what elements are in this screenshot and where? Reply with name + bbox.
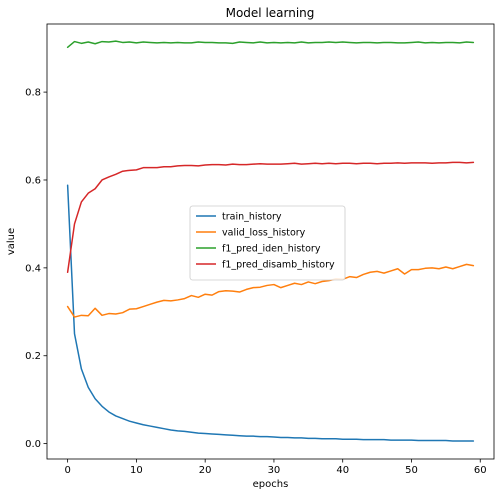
x-tick-label: 10 — [130, 465, 143, 476]
x-axis-label: epochs — [253, 479, 289, 490]
x-tick-label: 20 — [199, 465, 212, 476]
y-axis-label: value — [6, 228, 17, 255]
y-tick-label: 0.6 — [25, 175, 41, 186]
y-axis: 0.0 0.2 0.4 0.6 0.8 — [25, 88, 47, 450]
series-line-f1-pred-disamb-history — [66, 161, 475, 274]
legend-label: f1_pred_disamb_history — [222, 260, 335, 271]
series-line-valid-loss-history — [66, 263, 475, 318]
chart-title: Model learning — [226, 6, 315, 20]
x-tick-label: 0 — [64, 465, 70, 476]
x-tick-label: 40 — [336, 465, 349, 476]
legend-label: train_history — [222, 212, 282, 223]
x-tick-label: 30 — [268, 465, 281, 476]
x-axis: 0 10 20 30 40 50 60 — [64, 459, 487, 476]
legend: train_history valid_loss_history f1_pred_i… — [189, 205, 346, 281]
series-line-f1-pred-iden-history — [66, 40, 475, 49]
series-line-train-history — [66, 184, 475, 442]
legend-box — [189, 205, 346, 281]
legend-label: f1_pred_iden_history — [222, 244, 321, 255]
x-tick-label: 50 — [405, 465, 418, 476]
y-tick-label: 0.2 — [25, 351, 41, 362]
y-tick-label: 0.4 — [25, 263, 41, 274]
series-lines — [66, 40, 475, 442]
y-tick-label: 0.8 — [25, 88, 41, 99]
y-tick-label: 0.0 — [25, 439, 41, 450]
plot-frame — [46, 23, 495, 460]
legend-label: valid_loss_history — [222, 228, 306, 239]
x-tick-label: 60 — [474, 465, 487, 476]
